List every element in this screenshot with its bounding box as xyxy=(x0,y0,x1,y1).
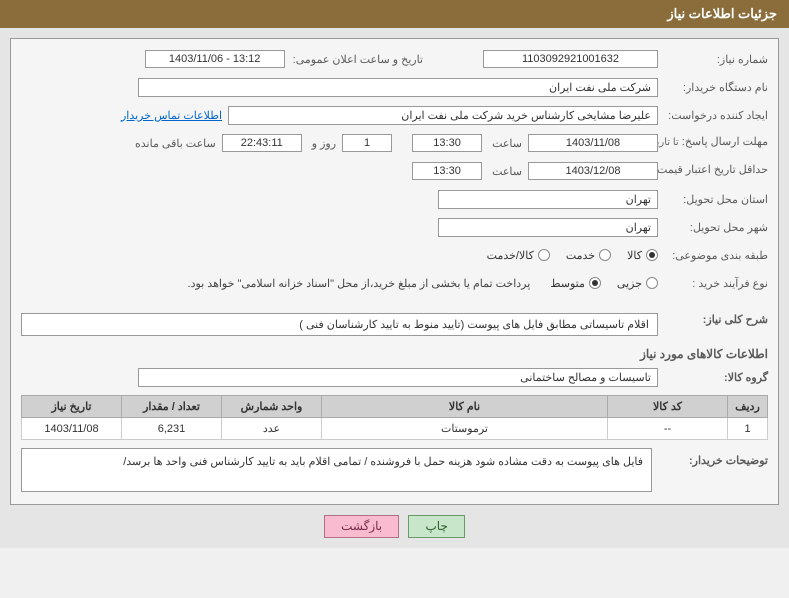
content-wrapper: شماره نیاز: 1103092921001632 تاریخ و ساع… xyxy=(0,28,789,548)
purchase-note: پرداخت تمام یا بخشی از مبلغ خرید،از محل … xyxy=(184,277,531,290)
row-requester: ایجاد کننده درخواست: علیرضا مشایخی کارشن… xyxy=(21,103,768,127)
delivery-province-value: تهران xyxy=(438,190,658,209)
purchase-option-1[interactable]: متوسط xyxy=(550,277,601,290)
page-title-bar: جزئیات اطلاعات نیاز xyxy=(0,0,789,28)
general-desc-value: اقلام تاسیساتی مطابق فایل های پیوست (تای… xyxy=(21,313,658,336)
row-delivery-province: استان محل تحویل: تهران xyxy=(21,187,768,211)
radio-icon xyxy=(599,249,611,261)
row-purchase-type: نوع فرآیند خرید : جزیی متوسط پرداخت تمام … xyxy=(21,271,768,295)
subject-radio-group: کالا خدمت کالا/خدمت xyxy=(487,249,658,262)
radio-icon xyxy=(589,277,601,289)
subject-option-1[interactable]: خدمت xyxy=(566,249,611,262)
radio-label: کالا/خدمت xyxy=(487,249,534,262)
th-unit: واحد شمارش xyxy=(222,396,322,418)
th-name: نام کالا xyxy=(322,396,608,418)
subject-option-0[interactable]: کالا xyxy=(627,249,658,262)
buyer-org-label: نام دستگاه خریدار: xyxy=(658,81,768,94)
back-button[interactable]: بازگشت xyxy=(324,515,399,538)
deadline-time-value: 13:30 xyxy=(412,134,482,152)
announce-datetime-value: 1403/11/06 - 13:12 xyxy=(145,50,285,68)
row-buyer-org: نام دستگاه خریدار: شرکت ملی نفت ایران xyxy=(21,75,768,99)
purchase-type-label: نوع فرآیند خرید : xyxy=(658,277,768,290)
purchase-option-0[interactable]: جزیی xyxy=(617,277,658,290)
need-number-value: 1103092921001632 xyxy=(483,50,658,68)
subject-option-2[interactable]: کالا/خدمت xyxy=(487,249,550,262)
buyer-notes-label: توضیحات خریدار: xyxy=(658,448,768,467)
table-header-row: ردیف کد کالا نام کالا واحد شمارش تعداد /… xyxy=(22,396,768,418)
goods-table: ردیف کد کالا نام کالا واحد شمارش تعداد /… xyxy=(21,395,768,440)
buyer-contact-link[interactable]: اطلاعات تماس خریدار xyxy=(121,109,222,122)
requester-label: ایجاد کننده درخواست: xyxy=(658,109,768,122)
th-code: کد کالا xyxy=(608,396,728,418)
row-subject-class: طبقه بندی موضوعی: کالا خدمت کالا/خدمت xyxy=(21,243,768,267)
countdown-days-value: 1 xyxy=(342,134,392,152)
row-response-deadline: مهلت ارسال پاسخ: تا تاریخ: 1403/11/08 سا… xyxy=(21,131,768,155)
td-code: -- xyxy=(608,418,728,440)
row-buyer-notes: توضیحات خریدار: فایل های پیوست به دقت مش… xyxy=(21,448,768,492)
radio-label: متوسط xyxy=(550,277,585,290)
general-desc-label: شرح کلی نیاز: xyxy=(658,313,768,326)
row-general-desc: شرح کلی نیاز: اقلام تاسیساتی مطابق فایل … xyxy=(21,313,768,337)
time-label-1: ساعت xyxy=(488,137,522,150)
td-unit: عدد xyxy=(222,418,322,440)
purchase-radio-group: جزیی متوسط xyxy=(550,277,658,290)
countdown-time-value: 22:43:11 xyxy=(222,134,302,152)
goods-group-label: گروه کالا: xyxy=(658,371,768,384)
th-row: ردیف xyxy=(728,396,768,418)
delivery-province-label: استان محل تحویل: xyxy=(658,193,768,206)
delivery-city-label: شهر محل تحویل: xyxy=(658,221,768,234)
price-validity-date-value: 1403/12/08 xyxy=(528,162,658,180)
goods-info-title: اطلاعات کالاهای مورد نیاز xyxy=(21,347,768,361)
th-qty: تعداد / مقدار xyxy=(122,396,222,418)
td-row: 1 xyxy=(728,418,768,440)
time-label-2: ساعت xyxy=(488,165,522,178)
page-title: جزئیات اطلاعات نیاز xyxy=(667,6,777,21)
delivery-city-value: تهران xyxy=(438,218,658,237)
td-qty: 6,231 xyxy=(122,418,222,440)
response-deadline-label: مهلت ارسال پاسخ: تا تاریخ: xyxy=(658,136,768,149)
goods-group-value: تاسیسات و مصالح ساختمانی xyxy=(138,368,658,387)
radio-icon xyxy=(538,249,550,261)
radio-label: کالا xyxy=(627,249,642,262)
requester-value: علیرضا مشایخی کارشناس خرید شرکت ملی نفت … xyxy=(228,106,658,125)
footer-buttons: چاپ بازگشت xyxy=(10,515,779,538)
subject-class-label: طبقه بندی موضوعی: xyxy=(658,249,768,262)
remaining-label: ساعت باقی مانده xyxy=(131,137,216,150)
th-date: تاریخ نیاز xyxy=(22,396,122,418)
deadline-date-value: 1403/11/08 xyxy=(528,134,658,152)
price-validity-time-value: 13:30 xyxy=(412,162,482,180)
price-validity-label: حداقل تاریخ اعتبار قیمت: تا تاریخ: xyxy=(658,164,768,177)
form-panel: شماره نیاز: 1103092921001632 تاریخ و ساع… xyxy=(10,38,779,505)
radio-label: خدمت xyxy=(566,249,595,262)
buyer-notes-value: فایل های پیوست به دقت مشاده شود هزینه حم… xyxy=(21,448,652,492)
radio-icon xyxy=(646,249,658,261)
print-button[interactable]: چاپ xyxy=(408,515,464,538)
row-need-number: شماره نیاز: 1103092921001632 تاریخ و ساع… xyxy=(21,47,768,71)
row-delivery-city: شهر محل تحویل: تهران xyxy=(21,215,768,239)
row-price-validity: حداقل تاریخ اعتبار قیمت: تا تاریخ: 1403/… xyxy=(21,159,768,183)
announce-datetime-label: تاریخ و ساعت اعلان عمومی: xyxy=(289,53,423,66)
radio-label: جزیی xyxy=(617,277,642,290)
table-row: 1--ترموستاتعدد6,2311403/11/08 xyxy=(22,418,768,440)
radio-icon xyxy=(646,277,658,289)
td-date: 1403/11/08 xyxy=(22,418,122,440)
need-number-label: شماره نیاز: xyxy=(658,53,768,66)
days-and-label: روز و xyxy=(308,137,336,150)
td-name: ترموستات xyxy=(322,418,608,440)
buyer-org-value: شرکت ملی نفت ایران xyxy=(138,78,658,97)
row-goods-group: گروه کالا: تاسیسات و مصالح ساختمانی xyxy=(21,365,768,389)
